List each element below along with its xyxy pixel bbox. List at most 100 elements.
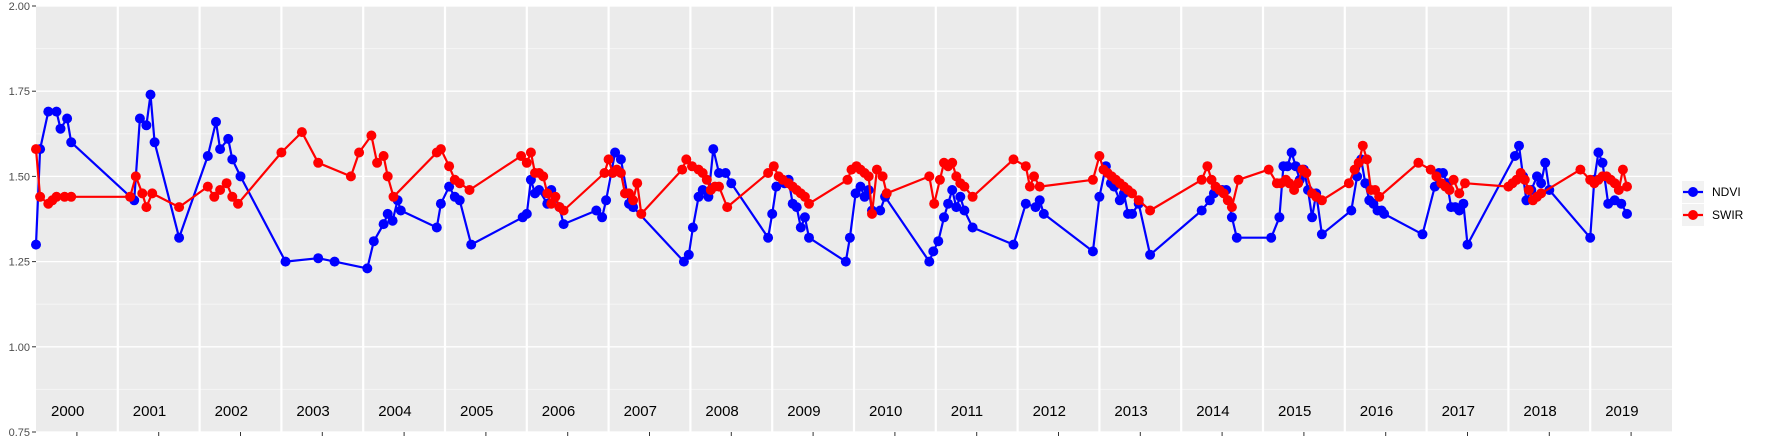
swir-point bbox=[1196, 174, 1207, 185]
swir-point bbox=[967, 191, 978, 202]
swir-point bbox=[603, 154, 614, 165]
ndvi-point bbox=[771, 181, 782, 192]
swir-point bbox=[1024, 181, 1035, 192]
swir-point bbox=[521, 157, 532, 168]
swir-point bbox=[382, 171, 393, 182]
swir-point bbox=[66, 191, 77, 202]
swir-point bbox=[538, 171, 549, 182]
swir-point bbox=[1034, 181, 1045, 192]
ndvi-point bbox=[329, 256, 340, 267]
ndvi-point bbox=[141, 120, 152, 131]
swir-point bbox=[1008, 154, 1019, 165]
swir-point bbox=[934, 174, 945, 185]
y-tick-label: 2.00 bbox=[9, 1, 30, 13]
year-label: 2004 bbox=[378, 403, 411, 420]
ndvi-point bbox=[280, 256, 291, 267]
legend-key-marker bbox=[1688, 187, 1698, 197]
swir-point bbox=[227, 191, 238, 202]
ndvi-point bbox=[1307, 212, 1318, 223]
swir-point bbox=[1293, 178, 1304, 189]
year-label: 2002 bbox=[215, 403, 248, 420]
ndvi-point bbox=[313, 253, 324, 264]
swir-point bbox=[221, 178, 232, 189]
swir-point bbox=[1357, 140, 1368, 151]
ndvi-point bbox=[947, 185, 958, 195]
swir-point bbox=[516, 151, 527, 161]
ndvi-point bbox=[708, 144, 719, 155]
swir-point bbox=[435, 144, 446, 155]
swir-point bbox=[542, 188, 553, 199]
swir-point bbox=[701, 174, 712, 185]
ndvi-point bbox=[943, 198, 954, 209]
swir-point bbox=[141, 202, 152, 213]
ndvi-point bbox=[1196, 205, 1207, 216]
swir-point bbox=[296, 127, 307, 138]
ndvi-point bbox=[1536, 178, 1547, 189]
ndvi-point bbox=[395, 205, 406, 216]
swir-point bbox=[137, 188, 148, 199]
ndvi-point bbox=[791, 202, 802, 213]
ndvi-point bbox=[1622, 208, 1632, 219]
ndvi-point bbox=[875, 205, 886, 216]
ndvi-point bbox=[959, 205, 970, 216]
swir-point bbox=[628, 195, 639, 206]
series-layer bbox=[31, 89, 1632, 274]
year-label: 2010 bbox=[869, 403, 902, 420]
swir-point bbox=[1133, 195, 1144, 206]
ndvi-point bbox=[683, 249, 694, 260]
legend-label-swir: SWIR bbox=[1712, 208, 1744, 222]
swir-point bbox=[1613, 185, 1624, 195]
ndvi-point bbox=[840, 256, 851, 267]
ndvi-point bbox=[799, 212, 810, 223]
swir-point bbox=[842, 174, 853, 185]
ndvi-point bbox=[1038, 208, 1049, 219]
swir-point bbox=[867, 208, 877, 219]
swir-point bbox=[1617, 164, 1628, 175]
swir-point bbox=[1454, 188, 1465, 199]
year-label: 2013 bbox=[1114, 403, 1147, 420]
swir-point bbox=[1374, 191, 1385, 202]
y-tick-label: 1.25 bbox=[9, 257, 30, 269]
ndvi-point bbox=[591, 205, 602, 216]
year-label: 2011 bbox=[951, 403, 983, 420]
ndvi-point bbox=[855, 181, 866, 192]
ndvi-point bbox=[1458, 198, 1469, 209]
ndvi-point bbox=[1379, 208, 1390, 219]
swir-point bbox=[1087, 174, 1098, 185]
ndvi-point bbox=[558, 219, 569, 230]
ndvi-point bbox=[720, 168, 731, 178]
swir-point bbox=[313, 157, 324, 168]
swir-point bbox=[632, 178, 643, 189]
ndvi-point bbox=[149, 137, 160, 148]
legend-label-ndvi: NDVI bbox=[1712, 185, 1741, 199]
swir-point bbox=[763, 168, 774, 178]
ndvi-point bbox=[378, 219, 389, 230]
year-label: 2001 bbox=[133, 403, 166, 420]
swir-point bbox=[558, 205, 569, 216]
year-label: 2014 bbox=[1196, 403, 1229, 420]
swir-point bbox=[1575, 164, 1586, 175]
ndvi-point bbox=[223, 133, 234, 144]
legend-item-swir: SWIR bbox=[1682, 204, 1744, 226]
ndvi-point bbox=[31, 239, 41, 250]
ndvi-point bbox=[933, 236, 944, 247]
swir-point bbox=[1519, 174, 1530, 185]
y-tick-label: 1.75 bbox=[9, 86, 30, 98]
swir-point bbox=[1202, 161, 1213, 172]
ndvi-point bbox=[1462, 239, 1473, 250]
swir-point bbox=[677, 164, 688, 175]
ndvi-point bbox=[1127, 208, 1138, 219]
swir-point bbox=[1425, 164, 1436, 175]
swir-point bbox=[1361, 154, 1372, 165]
legend-item-ndvi: NDVI bbox=[1682, 181, 1741, 203]
ndvi-point bbox=[1509, 151, 1520, 161]
ndvi-point bbox=[1145, 249, 1156, 260]
swir-point bbox=[1316, 195, 1327, 206]
swir-point bbox=[147, 188, 158, 199]
swir-point bbox=[378, 151, 389, 161]
ndvi-point bbox=[687, 222, 698, 233]
swir-point bbox=[1301, 168, 1312, 178]
swir-point bbox=[1444, 185, 1455, 195]
swir-point bbox=[1127, 188, 1138, 199]
